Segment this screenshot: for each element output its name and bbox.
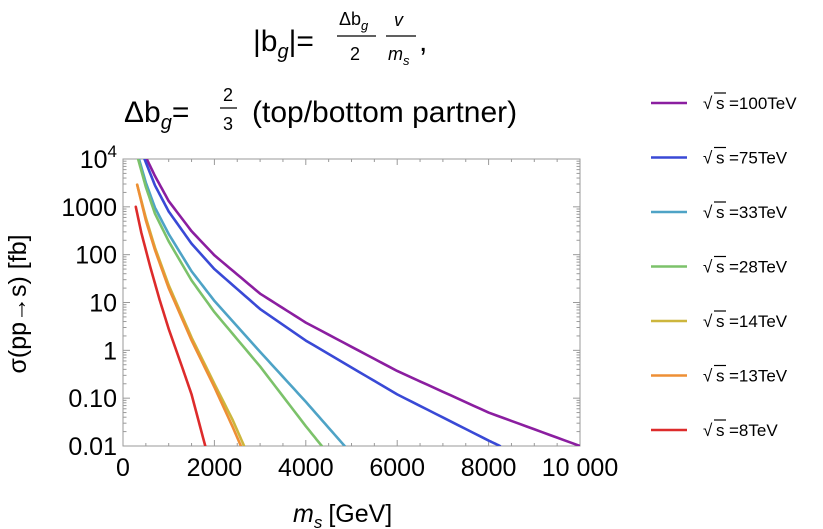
legend-sqrt-symbol: √ [703, 94, 713, 113]
x-ticks [123, 159, 580, 446]
title2-frac-den: 3 [223, 114, 233, 134]
series-line [144, 159, 500, 446]
y-axis-label: σ(pp→s) [fb] [4, 234, 32, 373]
x-axis-label-unit: [GeV] [328, 500, 392, 528]
title1-frac2-num: v [394, 10, 404, 30]
y-tick-label: 1 [103, 337, 117, 365]
legend-label: =75TeV [729, 149, 788, 168]
legend-label: =28TeV [729, 258, 788, 277]
x-axis-label-main: m [293, 500, 314, 528]
legend-radicand: s [716, 258, 725, 277]
y-tick-label: 1000 [61, 194, 117, 222]
legend-sqrt-symbol: √ [703, 258, 713, 277]
legend-radicand: s [716, 367, 725, 386]
title1-frac1-num-sub: g [361, 18, 369, 33]
legend-sqrt-symbol: √ [703, 421, 713, 440]
legend-label: =100TeV [729, 94, 797, 113]
svg-text:|bg|=: |bg|= [253, 25, 314, 63]
y-tick-label: 100 [75, 242, 117, 270]
title1-frac1-den: 2 [350, 44, 360, 64]
svg-text:Δbg: Δbg [339, 9, 369, 33]
legend-radicand: s [716, 312, 725, 331]
x-tick-label: 2000 [187, 454, 243, 482]
legend-sqrt-symbol: √ [703, 149, 713, 168]
curves [136, 159, 580, 446]
title2-lhs: Δb [124, 96, 161, 129]
legend-sqrt-symbol: √ [703, 203, 713, 222]
y-tick-label: 10 [89, 290, 117, 318]
x-axis-label: ms [GeV] [293, 500, 392, 529]
title1-frac2-den: m [388, 44, 403, 64]
series-line [138, 159, 322, 446]
plot-frame [123, 159, 580, 446]
legend-label: =8TeV [729, 421, 778, 440]
legend-label: =13TeV [729, 367, 788, 386]
title1-lhs: |b [253, 25, 277, 58]
legend-label: =14TeV [729, 312, 788, 331]
legend-sqrt-symbol: √ [703, 367, 713, 386]
svg-text:Δbg=: Δbg= [124, 96, 189, 134]
title2-eq: = [172, 96, 190, 129]
legend-radicand: s [716, 149, 725, 168]
title1-frac2-den-sub: s [403, 53, 410, 68]
title1-lhs-sub: g [277, 41, 288, 63]
chart-title-line2: Δbg= 2 3 (top/bottom partner) [124, 85, 517, 134]
y-tick-label: 104 [80, 142, 117, 174]
title2-rest: (top/bottom partner) [252, 96, 517, 129]
title1-frac1-num: Δb [339, 9, 361, 29]
x-tick-label: 8000 [461, 454, 517, 482]
legend-label: =33TeV [729, 203, 788, 222]
x-tick-label: 6000 [369, 454, 425, 482]
x-axis-label-sub: s [314, 513, 323, 529]
x-tick-label: 0 [116, 454, 130, 482]
y-tick-label: 0.10 [68, 385, 117, 413]
title1-trail: , [419, 25, 427, 58]
y-tick-label-exp: 4 [108, 142, 117, 161]
y-tick-label: 0.01 [68, 433, 117, 461]
legend-sqrt-symbol: √ [703, 312, 713, 331]
legend-radicand: s [716, 94, 725, 113]
title2-frac-num: 2 [223, 85, 233, 105]
svg-text:ms: ms [388, 44, 410, 68]
series-line [147, 159, 580, 446]
x-tick-labels: 0 2000 4000 6000 8000 10 000 [116, 454, 618, 482]
legend: √ s =100TeV√ s =75TeV√ s =33TeV√ s =28TeV√ s =14Te… [651, 93, 797, 440]
title1-lhs-end: |= [289, 25, 314, 58]
legend-radicand: s [716, 203, 725, 222]
legend-radicand: s [716, 421, 725, 440]
chart-title-line1: |bg|= Δbg 2 v ms , [253, 9, 427, 68]
y-ticks [123, 159, 580, 446]
title2-lhs-sub: g [161, 112, 172, 134]
plot-area: 0 2000 4000 6000 8000 10 000 10410001001010.1… [61, 142, 618, 482]
x-tick-label: 10 000 [542, 454, 618, 482]
y-tick-label-base: 10 [80, 146, 108, 174]
x-tick-label: 4000 [278, 454, 334, 482]
